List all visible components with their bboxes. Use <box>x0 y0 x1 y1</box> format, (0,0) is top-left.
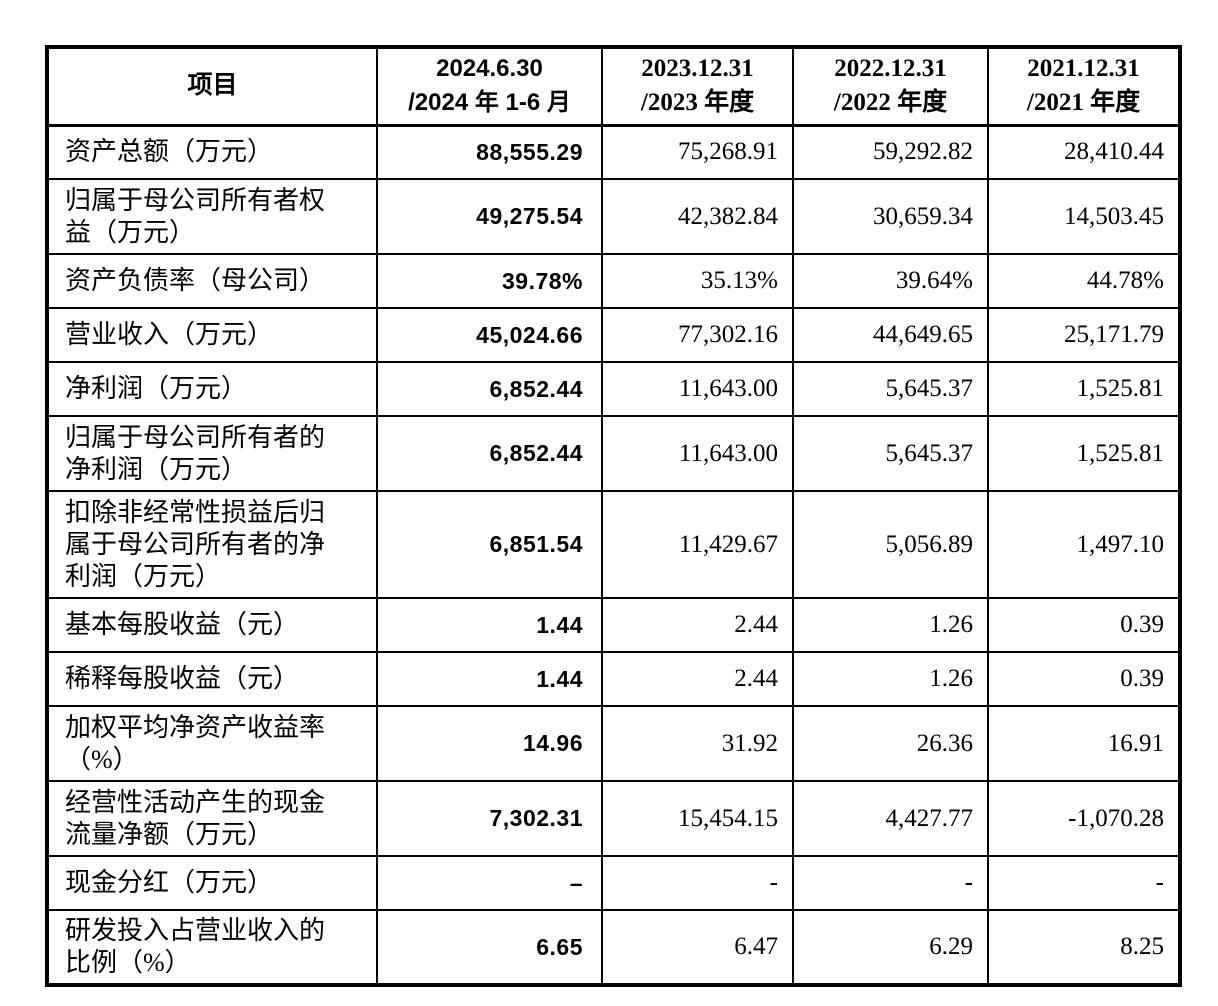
row-label: 现金分红（万元） <box>46 855 378 911</box>
table-cell: 6,851.54 <box>376 490 603 599</box>
col-header-line2: /2023 年度 <box>640 89 755 117</box>
table-cell: 6.47 <box>601 909 794 986</box>
col-header-line1: 2022.12.31 <box>834 55 947 83</box>
table-cell: 77,302.16 <box>601 307 794 363</box>
table-cell: - <box>601 855 794 911</box>
table-cell: 35.13% <box>601 253 794 309</box>
row-label: 经营性活动产生的现金 流量净额（万元） <box>46 780 378 857</box>
table-cell: 1,497.10 <box>987 490 1181 599</box>
table-cell: 1.26 <box>792 651 989 707</box>
table-cell: - <box>792 855 989 911</box>
table-cell: 5,645.37 <box>792 415 989 492</box>
col-header-line1: 2021.12.31 <box>1027 55 1140 83</box>
table-cell: 39.78% <box>376 253 603 309</box>
table-cell: 49,275.54 <box>376 178 603 255</box>
table-row: 研发投入占营业收入的 比例（%） 6.65 6.47 6.29 8.25 <box>46 909 1181 986</box>
table-cell: 88,555.29 <box>376 124 603 180</box>
table-row: 资产负债率（母公司） 39.78% 35.13% 39.64% 44.78% <box>46 253 1181 309</box>
table-cell: 42,382.84 <box>601 178 794 255</box>
header-row: 项目 2024.6.30 /2024 年 1-6 月 2023.12.31 /2… <box>46 46 1181 127</box>
table-row: 归属于母公司所有者权 益（万元） 49,275.54 42,382.84 30,… <box>46 178 1181 255</box>
table-cell: 8.25 <box>987 909 1181 986</box>
col-header-2023: 2023.12.31 /2023 年度 <box>601 46 794 127</box>
table-cell: 11,643.00 <box>601 361 794 417</box>
table-row: 归属于母公司所有者的 净利润（万元） 6,852.44 11,643.00 5,… <box>46 415 1181 492</box>
table-cell: 6,852.44 <box>376 415 603 492</box>
row-label: 资产负债率（母公司） <box>46 253 378 309</box>
table-cell: 26.36 <box>792 705 989 782</box>
table-cell: 16.91 <box>987 705 1181 782</box>
col-header-line2: /2022 年度 <box>833 89 948 117</box>
table-cell: 5,645.37 <box>792 361 989 417</box>
row-label: 扣除非经常性损益后归 属于母公司所有者的净 利润（万元） <box>46 490 378 599</box>
table-row: 稀释每股收益（元） 1.44 2.44 1.26 0.39 <box>46 651 1181 707</box>
table-cell: 6.29 <box>792 909 989 986</box>
table-cell: 2.44 <box>601 597 794 653</box>
table-row: 基本每股收益（元） 1.44 2.44 1.26 0.39 <box>46 597 1181 653</box>
table-cell: 14,503.45 <box>987 178 1181 255</box>
row-label: 加权平均净资产收益率 （%） <box>46 705 378 782</box>
table-cell: 6,852.44 <box>376 361 603 417</box>
col-header-line1: 2023.12.31 <box>641 55 754 83</box>
row-label: 资产总额（万元） <box>46 124 378 180</box>
col-header-line2: /2021 年度 <box>1026 89 1141 117</box>
row-label: 营业收入（万元） <box>46 307 378 363</box>
row-label: 研发投入占营业收入的 比例（%） <box>46 909 378 986</box>
table-cell: 0.39 <box>987 651 1181 707</box>
table-row: 加权平均净资产收益率 （%） 14.96 31.92 26.36 16.91 <box>46 705 1181 782</box>
table-cell: 30,659.34 <box>792 178 989 255</box>
row-label: 净利润（万元） <box>46 361 378 417</box>
table-cell: 39.64% <box>792 253 989 309</box>
table-cell: 1.44 <box>376 651 603 707</box>
table-cell: 14.96 <box>376 705 603 782</box>
table-cell: - <box>987 855 1181 911</box>
table-cell: 1,525.81 <box>987 415 1181 492</box>
table-row: 营业收入（万元） 45,024.66 77,302.16 44,649.65 2… <box>46 307 1181 363</box>
row-label: 归属于母公司所有者权 益（万元） <box>46 178 378 255</box>
table-cell: 31.92 <box>601 705 794 782</box>
table-cell: 44,649.65 <box>792 307 989 363</box>
col-header-2021: 2021.12.31 /2021 年度 <box>987 46 1181 127</box>
table-cell: 11,643.00 <box>601 415 794 492</box>
table-cell: 1,525.81 <box>987 361 1181 417</box>
table-cell: 45,024.66 <box>376 307 603 363</box>
table-row: 净利润（万元） 6,852.44 11,643.00 5,645.37 1,52… <box>46 361 1181 417</box>
table-cell: 7,302.31 <box>376 780 603 857</box>
table-cell: 15,454.15 <box>601 780 794 857</box>
table-cell: 6.65 <box>376 909 603 986</box>
table-row: 扣除非经常性损益后归 属于母公司所有者的净 利润（万元） 6,851.54 11… <box>46 490 1181 599</box>
table-cell: 5,056.89 <box>792 490 989 599</box>
table-cell: 11,429.67 <box>601 490 794 599</box>
table-row: 经营性活动产生的现金 流量净额（万元） 7,302.31 15,454.15 4… <box>46 780 1181 857</box>
table-cell: 4,427.77 <box>792 780 989 857</box>
table-row: 资产总额（万元） 88,555.29 75,268.91 59,292.82 2… <box>46 124 1181 180</box>
col-header-item: 项目 <box>46 46 378 127</box>
row-label: 基本每股收益（元） <box>46 597 378 653</box>
col-header-2022: 2022.12.31 /2022 年度 <box>792 46 989 127</box>
table-cell: -1,070.28 <box>987 780 1181 857</box>
table-cell: 44.78% <box>987 253 1181 309</box>
col-header-line2: /2024 年 1-6 月 <box>408 89 571 117</box>
table-cell: 28,410.44 <box>987 124 1181 180</box>
row-label: 归属于母公司所有者的 净利润（万元） <box>46 415 378 492</box>
financial-summary-table: 项目 2024.6.30 /2024 年 1-6 月 2023.12.31 /2… <box>45 45 1182 987</box>
col-header-line1: 2024.6.30 <box>436 55 543 83</box>
col-header-2024h1: 2024.6.30 /2024 年 1-6 月 <box>376 46 603 127</box>
table-row: 现金分红（万元） – - - - <box>46 855 1181 911</box>
table-cell: 1.44 <box>376 597 603 653</box>
table-cell: 0.39 <box>987 597 1181 653</box>
table-cell: – <box>376 855 603 911</box>
row-label: 稀释每股收益（元） <box>46 651 378 707</box>
table-cell: 75,268.91 <box>601 124 794 180</box>
table-cell: 2.44 <box>601 651 794 707</box>
table-cell: 25,171.79 <box>987 307 1181 363</box>
table-cell: 59,292.82 <box>792 124 989 180</box>
table-cell: 1.26 <box>792 597 989 653</box>
